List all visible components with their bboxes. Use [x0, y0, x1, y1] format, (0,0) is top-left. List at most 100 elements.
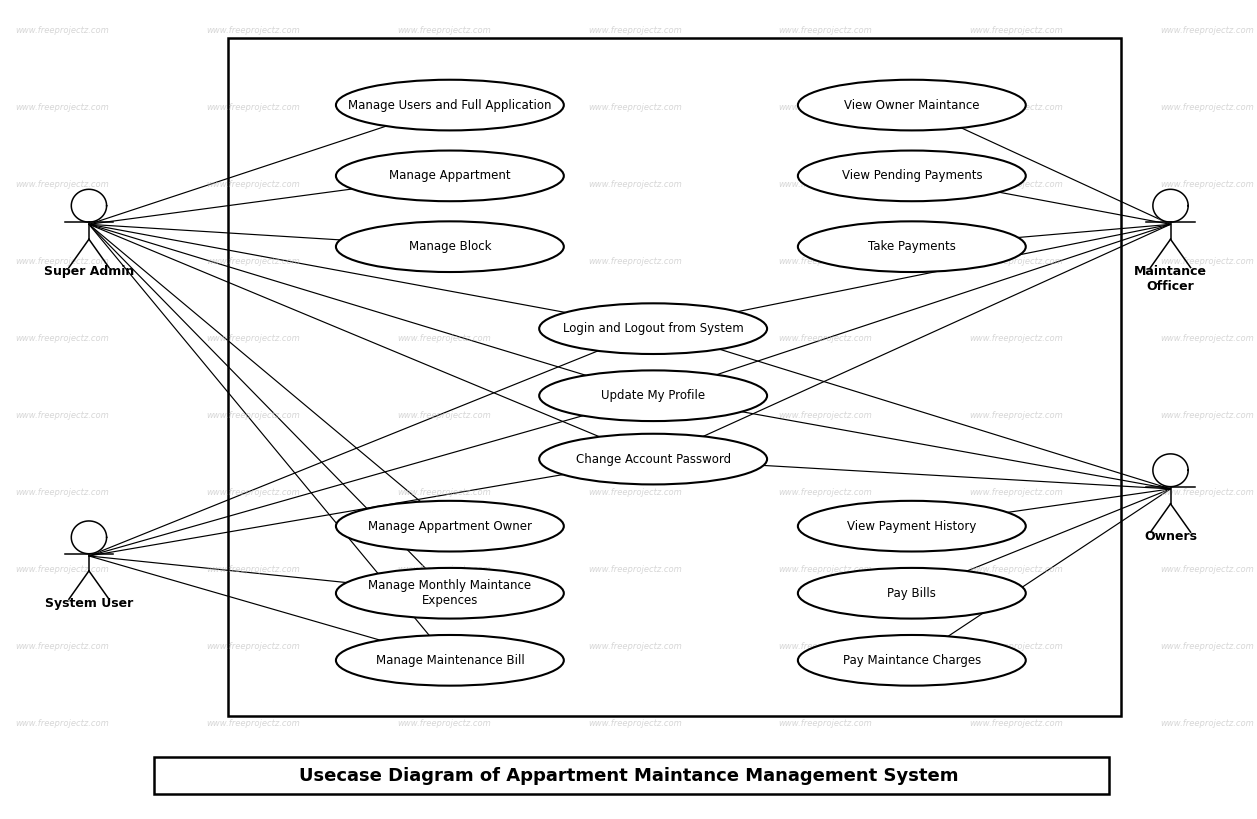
Ellipse shape — [798, 79, 1026, 130]
Text: www.freeprojectz.com: www.freeprojectz.com — [15, 257, 108, 266]
Text: www.freeprojectz.com: www.freeprojectz.com — [588, 411, 681, 420]
Ellipse shape — [539, 370, 767, 421]
Text: www.freeprojectz.com: www.freeprojectz.com — [15, 642, 108, 651]
Text: www.freeprojectz.com: www.freeprojectz.com — [969, 257, 1063, 266]
Text: View Owner Maintance: View Owner Maintance — [845, 98, 979, 111]
Text: www.freeprojectz.com: www.freeprojectz.com — [588, 257, 681, 266]
Text: www.freeprojectz.com: www.freeprojectz.com — [588, 488, 681, 497]
Text: www.freeprojectz.com: www.freeprojectz.com — [206, 257, 299, 266]
Bar — [229, 38, 1121, 716]
Text: www.freeprojectz.com: www.freeprojectz.com — [969, 488, 1063, 497]
Text: www.freeprojectz.com: www.freeprojectz.com — [1160, 180, 1254, 189]
Text: System User: System User — [45, 597, 133, 610]
Polygon shape — [1153, 454, 1188, 486]
Text: www.freeprojectz.com: www.freeprojectz.com — [397, 257, 490, 266]
Text: Super Admin: Super Admin — [44, 265, 134, 278]
Ellipse shape — [539, 434, 767, 484]
Text: www.freeprojectz.com: www.freeprojectz.com — [588, 180, 681, 189]
Text: www.freeprojectz.com: www.freeprojectz.com — [206, 642, 299, 651]
Ellipse shape — [336, 568, 564, 618]
Text: www.freeprojectz.com: www.freeprojectz.com — [779, 642, 872, 651]
Text: www.freeprojectz.com: www.freeprojectz.com — [15, 719, 108, 728]
Text: www.freeprojectz.com: www.freeprojectz.com — [1160, 411, 1254, 420]
Text: www.freeprojectz.com: www.freeprojectz.com — [588, 719, 681, 728]
Polygon shape — [72, 189, 107, 222]
Text: www.freeprojectz.com: www.freeprojectz.com — [15, 488, 108, 497]
Text: www.freeprojectz.com: www.freeprojectz.com — [206, 719, 299, 728]
Text: www.freeprojectz.com: www.freeprojectz.com — [969, 334, 1063, 343]
Text: www.freeprojectz.com: www.freeprojectz.com — [15, 411, 108, 420]
Text: www.freeprojectz.com: www.freeprojectz.com — [969, 180, 1063, 189]
Ellipse shape — [539, 303, 767, 354]
Text: Update My Profile: Update My Profile — [601, 389, 705, 402]
Text: www.freeprojectz.com: www.freeprojectz.com — [1160, 334, 1254, 343]
Ellipse shape — [336, 635, 564, 686]
Text: www.freeprojectz.com: www.freeprojectz.com — [397, 565, 490, 574]
Text: www.freeprojectz.com: www.freeprojectz.com — [779, 488, 872, 497]
Text: Manage Appartment Owner: Manage Appartment Owner — [368, 520, 532, 532]
Text: www.freeprojectz.com: www.freeprojectz.com — [1160, 565, 1254, 574]
Text: www.freeprojectz.com: www.freeprojectz.com — [779, 565, 872, 574]
Text: www.freeprojectz.com: www.freeprojectz.com — [1160, 488, 1254, 497]
Text: Maintance
Officer: Maintance Officer — [1134, 265, 1207, 293]
Text: Take Payments: Take Payments — [867, 240, 955, 253]
Text: www.freeprojectz.com: www.freeprojectz.com — [779, 26, 872, 35]
Text: View Payment History: View Payment History — [847, 520, 977, 532]
Text: www.freeprojectz.com: www.freeprojectz.com — [206, 411, 299, 420]
Text: www.freeprojectz.com: www.freeprojectz.com — [779, 719, 872, 728]
Text: www.freeprojectz.com: www.freeprojectz.com — [779, 103, 872, 112]
Text: www.freeprojectz.com: www.freeprojectz.com — [779, 411, 872, 420]
Ellipse shape — [798, 221, 1026, 272]
Text: www.freeprojectz.com: www.freeprojectz.com — [779, 180, 872, 189]
Polygon shape — [72, 521, 107, 554]
Ellipse shape — [798, 635, 1026, 686]
Text: Manage Maintenance Bill: Manage Maintenance Bill — [376, 654, 524, 667]
Text: www.freeprojectz.com: www.freeprojectz.com — [588, 565, 681, 574]
Text: www.freeprojectz.com: www.freeprojectz.com — [397, 180, 490, 189]
Text: www.freeprojectz.com: www.freeprojectz.com — [397, 103, 490, 112]
Text: Login and Logout from System: Login and Logout from System — [563, 322, 743, 335]
Text: www.freeprojectz.com: www.freeprojectz.com — [206, 565, 299, 574]
Text: Manage Appartment: Manage Appartment — [390, 170, 510, 183]
Text: www.freeprojectz.com: www.freeprojectz.com — [1160, 103, 1254, 112]
Text: View Pending Payments: View Pending Payments — [841, 170, 982, 183]
Bar — [155, 758, 1109, 794]
Text: Manage Monthly Maintance
Expences: Manage Monthly Maintance Expences — [368, 579, 532, 607]
Text: www.freeprojectz.com: www.freeprojectz.com — [969, 642, 1063, 651]
Ellipse shape — [336, 79, 564, 130]
Text: www.freeprojectz.com: www.freeprojectz.com — [969, 719, 1063, 728]
Text: Usecase Diagram of Appartment Maintance Management System: Usecase Diagram of Appartment Maintance … — [299, 767, 958, 785]
Ellipse shape — [336, 151, 564, 201]
Text: www.freeprojectz.com: www.freeprojectz.com — [1160, 26, 1254, 35]
Text: www.freeprojectz.com: www.freeprojectz.com — [397, 26, 490, 35]
Text: www.freeprojectz.com: www.freeprojectz.com — [588, 103, 681, 112]
Text: Manage Users and Full Application: Manage Users and Full Application — [348, 98, 552, 111]
Text: www.freeprojectz.com: www.freeprojectz.com — [969, 411, 1063, 420]
Text: www.freeprojectz.com: www.freeprojectz.com — [206, 103, 299, 112]
Text: www.freeprojectz.com: www.freeprojectz.com — [397, 719, 490, 728]
Text: www.freeprojectz.com: www.freeprojectz.com — [206, 488, 299, 497]
Text: www.freeprojectz.com: www.freeprojectz.com — [206, 180, 299, 189]
Text: www.freeprojectz.com: www.freeprojectz.com — [206, 26, 299, 35]
Text: www.freeprojectz.com: www.freeprojectz.com — [588, 26, 681, 35]
Text: Pay Maintance Charges: Pay Maintance Charges — [842, 654, 980, 667]
Text: www.freeprojectz.com: www.freeprojectz.com — [206, 334, 299, 343]
Text: www.freeprojectz.com: www.freeprojectz.com — [779, 257, 872, 266]
Text: Owners: Owners — [1144, 530, 1197, 543]
Text: www.freeprojectz.com: www.freeprojectz.com — [15, 180, 108, 189]
Text: www.freeprojectz.com: www.freeprojectz.com — [969, 565, 1063, 574]
Ellipse shape — [798, 151, 1026, 201]
Text: www.freeprojectz.com: www.freeprojectz.com — [969, 103, 1063, 112]
Ellipse shape — [798, 568, 1026, 618]
Text: www.freeprojectz.com: www.freeprojectz.com — [15, 334, 108, 343]
Ellipse shape — [336, 221, 564, 272]
Text: www.freeprojectz.com: www.freeprojectz.com — [1160, 719, 1254, 728]
Text: www.freeprojectz.com: www.freeprojectz.com — [397, 334, 490, 343]
Text: www.freeprojectz.com: www.freeprojectz.com — [1160, 257, 1254, 266]
Text: www.freeprojectz.com: www.freeprojectz.com — [779, 334, 872, 343]
Text: www.freeprojectz.com: www.freeprojectz.com — [15, 103, 108, 112]
Text: www.freeprojectz.com: www.freeprojectz.com — [588, 334, 681, 343]
Text: www.freeprojectz.com: www.freeprojectz.com — [969, 26, 1063, 35]
Text: www.freeprojectz.com: www.freeprojectz.com — [15, 26, 108, 35]
Ellipse shape — [336, 501, 564, 551]
